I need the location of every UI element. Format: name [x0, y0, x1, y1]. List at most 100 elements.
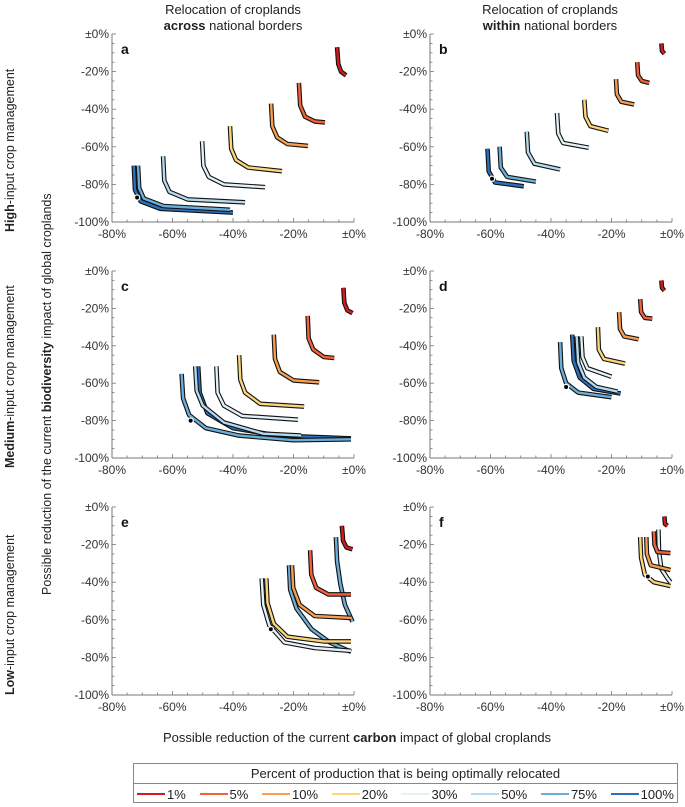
x-axis-label-post: impact of global croplands [396, 730, 552, 745]
panel-letter: b [439, 41, 448, 57]
series-line-20% [596, 327, 626, 365]
legend-label: 5% [229, 786, 249, 802]
y-tick-label: -20% [81, 65, 109, 79]
legend-item: 75% [540, 787, 597, 802]
optimum-marker [188, 418, 193, 423]
y-tick-label: -40% [399, 339, 427, 353]
series-outline-75% [135, 165, 231, 213]
legend-label: 50% [501, 786, 528, 802]
series-line-20% [237, 355, 305, 408]
column-title-bold: within [482, 18, 521, 33]
column-title-line2: within national borders [430, 18, 670, 34]
y-tick-label: -60% [399, 376, 427, 390]
optimum-marker [268, 627, 273, 632]
series-line-5% [639, 299, 653, 320]
x-tick-label: -80% [98, 463, 126, 477]
x-tick-label: -20% [597, 700, 625, 714]
y-tick-label: -60% [81, 613, 109, 627]
panel-letter: f [439, 514, 444, 530]
panel-a: ±0%-20%-40%-60%-80%-100%-80% -60% -40% -20%… [74, 27, 366, 241]
column-title-line1: Relocation of croplands [165, 2, 301, 17]
y-tick-label: -100% [74, 688, 109, 702]
series-line-1% [335, 47, 347, 77]
series-line-50% [525, 131, 561, 171]
x-tick-label: -40% [537, 700, 565, 714]
x-tick-label: ±0% [342, 700, 366, 714]
x-tick-label: -80% [416, 227, 444, 241]
y-tick-label: -80% [81, 414, 109, 428]
legend-item: 1% [137, 787, 186, 802]
x-tick-label: -40% [537, 463, 565, 477]
column-title-rest: national borders [520, 18, 618, 33]
chart-grid: ±0%-20%-40%-60%-80%-100%-80% -60% -40% -20%… [74, 27, 684, 714]
optimum-marker [135, 195, 140, 200]
panel-letter: d [439, 278, 448, 294]
series-outline-10% [616, 311, 640, 342]
y-tick-label: -60% [399, 613, 427, 627]
series-line-10% [290, 565, 352, 620]
panel-b: ±0%-20%-40%-60%-80%-100%-80% -60% -40% -20%… [392, 27, 684, 241]
y-tick-label: -80% [399, 414, 427, 428]
x-axis-label: Possible reduction of the current carbon… [163, 730, 551, 745]
x-tick-label: -40% [219, 463, 247, 477]
legend: Percent of production that is being opti… [133, 763, 678, 803]
series-line-5% [297, 82, 326, 124]
legend-label: 30% [431, 786, 458, 802]
series-line-20% [583, 99, 609, 132]
series-outline-75% [497, 146, 537, 184]
series-line-75% [287, 565, 352, 653]
y-tick-label: -100% [392, 451, 427, 465]
y-tick-label: -100% [74, 451, 109, 465]
optimum-marker [645, 574, 650, 579]
series-line-1% [342, 287, 354, 315]
y-tick-label: -40% [81, 102, 109, 116]
panel-d: ±0%-20%-40%-60%-80%-100%-80% -60% -40% -20%… [392, 264, 684, 477]
x-axis-label-pre: Possible reduction of the current [163, 730, 354, 745]
column-title-bold: across [163, 18, 206, 33]
y-tick-label: -40% [399, 575, 427, 589]
series-line-20% [639, 537, 671, 588]
y-tick-label: -20% [81, 538, 109, 552]
x-tick-label: ±0% [342, 463, 366, 477]
series-line-1% [340, 525, 353, 551]
optimum-marker [564, 384, 569, 389]
x-tick-label: ±0% [660, 227, 684, 241]
legend-title: Percent of production that is being opti… [134, 764, 677, 784]
y-tick-label: ±0% [85, 500, 109, 514]
panel-f: ±0%-20%-40%-60%-80%-100%-80% -60% -40% -20%… [392, 500, 684, 714]
x-tick-label: -20% [597, 227, 625, 241]
y-tick-label: -100% [392, 215, 427, 229]
y-tick-label: -100% [74, 215, 109, 229]
x-tick-label: -60% [158, 463, 186, 477]
legend-item: 30% [401, 786, 458, 802]
y-tick-label: -80% [81, 650, 109, 664]
series-line-10% [614, 79, 635, 106]
x-tick-label: -60% [158, 700, 186, 714]
series-line-10% [645, 537, 671, 572]
y-tick-label: -20% [399, 538, 427, 552]
y-tick-label: ±0% [85, 27, 109, 41]
series-line-20% [265, 578, 351, 643]
x-tick-label: -40% [537, 227, 565, 241]
series-outline-5% [296, 82, 326, 125]
series-line-30% [215, 366, 299, 421]
x-tick-label: -60% [158, 227, 186, 241]
panel-c: ±0%-20%-40%-60%-80%-100%-80% -60% -40% -20%… [74, 264, 366, 477]
legend-items: 1% 5% 10% 20% 30% 50% 75% 100% [134, 784, 677, 804]
y-tick-label: -40% [81, 339, 109, 353]
series-line-30% [580, 336, 612, 378]
series-line-75% [180, 373, 352, 442]
series-line-30% [555, 112, 590, 149]
series-line-50% [575, 336, 618, 393]
y-tick-label: -20% [81, 301, 109, 315]
series-line-5% [636, 62, 650, 85]
series-outline-10% [613, 78, 635, 107]
legend-item: 10% [262, 787, 318, 802]
x-tick-label: -80% [416, 700, 444, 714]
x-tick-label: ±0% [660, 463, 684, 477]
x-tick-label: -20% [279, 463, 307, 477]
legend-item: 50% [471, 787, 527, 802]
series-line-50% [161, 156, 246, 204]
column-title-within: Relocation of croplands within national … [430, 2, 670, 34]
series-line-1% [660, 43, 666, 55]
